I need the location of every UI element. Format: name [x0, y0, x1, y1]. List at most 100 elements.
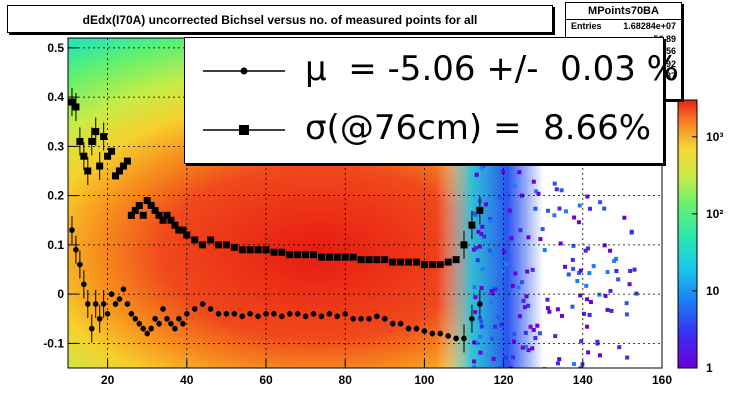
heatmap-cell — [570, 304, 575, 309]
sigma-point — [310, 251, 318, 259]
sigma-point — [115, 167, 123, 175]
heatmap-cell — [477, 244, 482, 249]
mean-point — [152, 315, 158, 322]
sigma-point — [476, 206, 484, 214]
heatmap-cell — [552, 213, 557, 218]
heatmap-cell — [476, 229, 481, 234]
legend-sigma-text: σ(@76cm) = 8.66% — [305, 108, 652, 148]
heatmap-cell — [479, 231, 484, 236]
sigma-point — [341, 253, 349, 261]
sigma-point — [262, 246, 270, 254]
heatmap-cell — [608, 288, 613, 293]
sigma-point — [373, 256, 381, 264]
heatmap-cell — [490, 291, 495, 296]
stats-value: 19.92 — [653, 58, 676, 69]
heatmap-cell — [535, 323, 540, 328]
heatmap-cell — [571, 243, 576, 248]
heatmap-cell — [616, 277, 621, 282]
mean-point — [334, 313, 341, 320]
heatmap-cell — [572, 215, 577, 220]
heatmap-cell — [482, 234, 487, 239]
heatmap-cell — [533, 336, 538, 341]
heatmap-cell — [531, 179, 536, 184]
x-tick-label: 140 — [573, 373, 593, 387]
mean-point — [207, 306, 214, 312]
heatmap-cell — [520, 345, 525, 350]
heatmap-cell — [598, 200, 603, 205]
heatmap-cell — [483, 202, 488, 207]
sigma-point — [428, 261, 436, 269]
y-tick-label: 0.3 — [47, 139, 64, 153]
x-tick-label: 100 — [414, 373, 434, 387]
sigma-point — [68, 98, 76, 106]
heatmap-cell — [595, 339, 600, 344]
sigma-point — [389, 258, 397, 266]
heatmap-cell — [513, 271, 518, 276]
stats-key: Entries — [571, 21, 602, 31]
sigma-point — [405, 258, 413, 266]
heatmap-cell — [525, 269, 530, 274]
series — [68, 88, 484, 353]
heatmap-cell — [509, 236, 514, 241]
legend: μ = -5.06 +/- 0.03 % σ(@76cm) = 8.66% — [184, 37, 679, 164]
sigma-point — [96, 162, 104, 170]
mean-point — [128, 311, 135, 317]
heatmap-cell — [559, 313, 564, 318]
heatmap-cell — [472, 359, 477, 364]
heatmap-cell — [491, 356, 496, 361]
sigma-point — [397, 258, 405, 266]
z-tick-label: 10 — [706, 284, 720, 298]
heatmap-cell — [511, 339, 516, 344]
sigma-point — [159, 216, 167, 224]
heatmap-cell — [512, 332, 517, 337]
heatmap-cell — [472, 211, 477, 216]
heatmap-cell — [555, 361, 560, 366]
sigma-point — [254, 246, 262, 254]
mean-point — [77, 261, 83, 268]
stats-row: 19.92 — [566, 58, 681, 71]
heatmap-cell — [614, 256, 619, 261]
mean-point — [85, 301, 91, 307]
heatmap-cell — [478, 334, 483, 339]
sigma-point — [167, 216, 175, 224]
heatmap-cell — [603, 293, 608, 298]
sigma-point — [278, 248, 286, 256]
heatmap-cell — [530, 346, 535, 351]
mean-point — [342, 311, 349, 317]
mean-point — [350, 315, 356, 322]
heatmap-cell — [587, 271, 592, 276]
sigma-point — [222, 241, 230, 249]
heatmap-cell — [547, 309, 552, 314]
mean-point — [112, 301, 119, 307]
heatmap-cell — [576, 220, 581, 225]
heatmap-cell — [479, 166, 484, 171]
heatmap-cell — [628, 268, 633, 273]
heatmap-cell — [585, 194, 590, 199]
mean-point — [100, 301, 107, 307]
mean-point — [184, 311, 190, 317]
heatmap-cell — [537, 331, 542, 336]
mean-point — [223, 311, 230, 317]
heatmap-cell — [517, 314, 522, 319]
heatmap-cell — [472, 340, 477, 345]
heatmap-cell — [533, 189, 538, 194]
y-tick-label: 0.4 — [47, 90, 64, 104]
heatmap-cell — [571, 266, 576, 271]
heatmap-cell — [478, 350, 483, 355]
heatmap-cell — [536, 191, 541, 196]
heatmap-cell — [586, 350, 591, 355]
mean-point — [469, 315, 475, 322]
mean-point — [263, 311, 269, 317]
heatmap-cell — [570, 257, 575, 262]
sigma-point — [163, 211, 171, 219]
sigma-point — [151, 206, 159, 214]
sigma-point — [302, 251, 310, 259]
sigma-point — [179, 226, 187, 234]
sigma-point — [191, 236, 199, 244]
heatmap-cell — [578, 268, 583, 273]
heatmap-cell — [545, 208, 550, 213]
mean-point — [437, 330, 444, 337]
heatmap-cell — [519, 280, 524, 285]
sigma-point — [286, 251, 294, 259]
heatmap-cell — [582, 311, 587, 316]
